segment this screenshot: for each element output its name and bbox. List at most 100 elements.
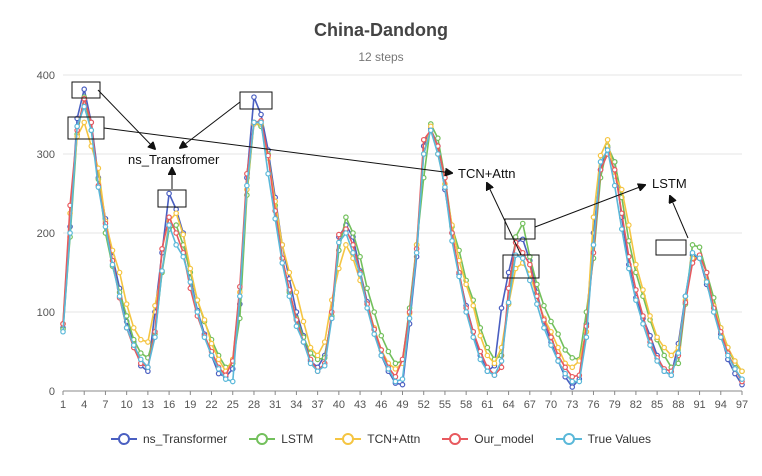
data-point[interactable]	[173, 242, 179, 248]
data-point[interactable]	[597, 152, 604, 159]
data-point[interactable]	[328, 315, 335, 322]
data-point[interactable]	[180, 253, 187, 260]
data-point[interactable]	[519, 255, 526, 262]
data-point[interactable]	[703, 279, 710, 285]
data-point[interactable]	[88, 127, 95, 134]
data-point[interactable]	[343, 242, 349, 248]
data-point[interactable]	[300, 339, 307, 345]
data-point[interactable]	[611, 167, 618, 173]
data-point[interactable]	[435, 135, 441, 142]
data-point[interactable]	[123, 301, 130, 307]
data-point[interactable]	[512, 234, 519, 240]
data-point[interactable]	[548, 334, 554, 341]
data-point[interactable]	[661, 344, 667, 351]
data-point[interactable]	[626, 222, 632, 228]
data-point[interactable]	[597, 159, 604, 165]
data-point[interactable]	[95, 184, 102, 190]
data-point[interactable]	[640, 321, 646, 327]
data-point[interactable]	[138, 350, 144, 356]
data-point[interactable]	[145, 364, 151, 371]
data-point[interactable]	[138, 356, 144, 363]
data-point[interactable]	[427, 127, 434, 134]
data-point[interactable]	[166, 214, 172, 221]
data-point[interactable]	[498, 305, 505, 311]
data-point[interactable]	[159, 268, 165, 274]
data-point[interactable]	[470, 302, 477, 309]
data-point[interactable]	[74, 123, 80, 130]
data-point[interactable]	[604, 136, 611, 143]
data-point[interactable]	[449, 238, 455, 244]
data-point[interactable]	[484, 352, 491, 359]
data-point[interactable]	[130, 342, 137, 348]
data-point[interactable]	[541, 324, 547, 331]
data-point[interactable]	[314, 352, 321, 359]
data-point[interactable]	[81, 86, 88, 93]
data-point[interactable]	[222, 376, 229, 382]
data-point[interactable]	[81, 103, 88, 110]
data-point[interactable]	[654, 358, 660, 364]
data-point[interactable]	[152, 334, 158, 341]
data-point[interactable]	[491, 360, 498, 367]
data-point[interactable]	[505, 299, 512, 306]
data-point[interactable]	[661, 352, 667, 359]
data-point[interactable]	[555, 344, 561, 351]
data-point[interactable]	[173, 222, 179, 228]
data-point[interactable]	[258, 111, 264, 118]
data-point[interactable]	[173, 230, 179, 236]
data-point[interactable]	[569, 373, 576, 380]
data-point[interactable]	[675, 360, 682, 367]
data-point[interactable]	[67, 230, 73, 236]
data-point[interactable]	[272, 215, 278, 222]
data-point[interactable]	[392, 366, 399, 372]
data-point[interactable]	[647, 342, 653, 348]
data-point[interactable]	[251, 94, 257, 100]
data-point[interactable]	[562, 364, 568, 371]
data-point[interactable]	[456, 273, 462, 280]
data-point[interactable]	[569, 384, 576, 390]
data-point[interactable]	[173, 210, 179, 217]
data-point[interactable]	[562, 347, 568, 353]
data-point[interactable]	[187, 265, 194, 272]
data-point[interactable]	[208, 352, 215, 359]
data-point[interactable]	[420, 151, 427, 157]
data-point[interactable]	[484, 368, 491, 375]
data-point[interactable]	[583, 334, 590, 341]
data-point[interactable]	[618, 226, 625, 232]
data-point[interactable]	[392, 360, 399, 367]
data-point[interactable]	[321, 339, 328, 345]
data-point[interactable]	[611, 182, 618, 189]
data-point[interactable]	[498, 358, 505, 364]
data-point[interactable]	[435, 151, 441, 157]
data-point[interactable]	[307, 344, 314, 351]
data-point[interactable]	[130, 324, 137, 331]
data-point[interactable]	[60, 328, 66, 335]
data-point[interactable]	[548, 342, 554, 348]
data-point[interactable]	[739, 376, 745, 382]
data-point[interactable]	[286, 293, 293, 300]
data-point[interactable]	[739, 368, 745, 375]
data-point[interactable]	[350, 230, 356, 236]
data-point[interactable]	[534, 301, 540, 307]
data-point[interactable]	[732, 366, 738, 372]
data-point[interactable]	[626, 265, 632, 272]
data-point[interactable]	[689, 242, 696, 248]
data-point[interactable]	[477, 356, 484, 363]
data-point[interactable]	[229, 378, 236, 385]
data-point[interactable]	[420, 136, 427, 143]
data-point[interactable]	[215, 356, 222, 363]
data-point[interactable]	[541, 302, 547, 309]
data-point[interactable]	[378, 352, 385, 359]
data-point[interactable]	[491, 372, 498, 379]
data-point[interactable]	[244, 182, 250, 189]
data-point[interactable]	[442, 184, 448, 190]
data-point[interactable]	[399, 381, 406, 388]
data-point[interactable]	[732, 358, 738, 364]
data-point[interactable]	[116, 293, 123, 300]
data-point[interactable]	[180, 231, 187, 238]
data-point[interactable]	[102, 223, 109, 230]
data-point[interactable]	[548, 318, 554, 325]
data-point[interactable]	[364, 305, 370, 311]
data-point[interactable]	[463, 281, 469, 288]
data-point[interactable]	[519, 220, 526, 227]
data-point[interactable]	[654, 334, 660, 341]
